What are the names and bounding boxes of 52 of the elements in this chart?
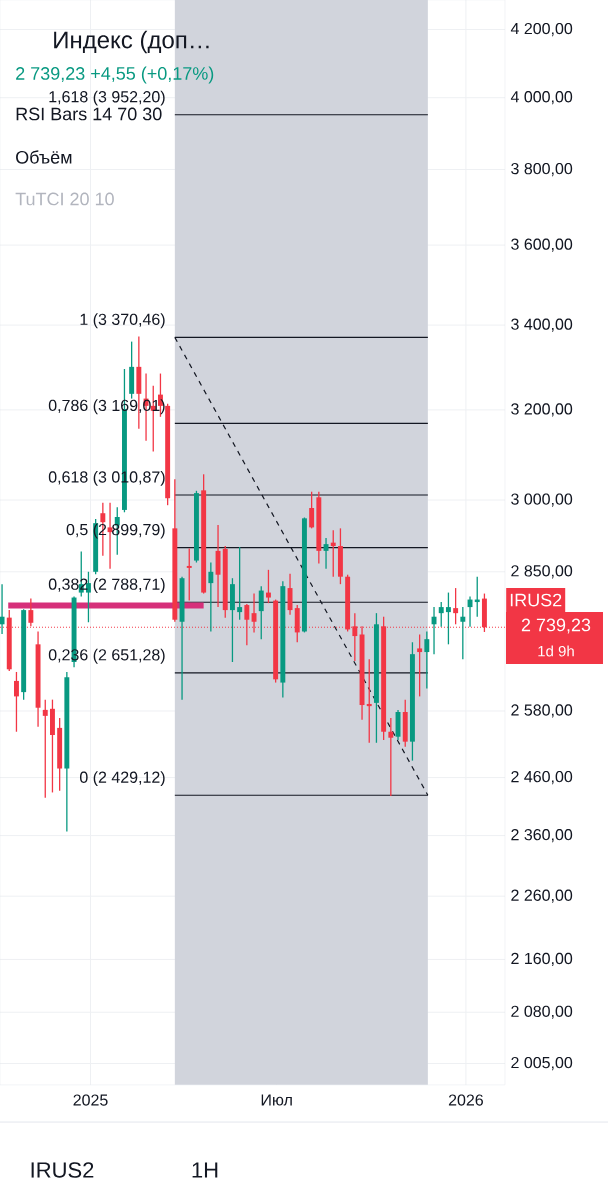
text: 2 739,23	[521, 618, 591, 634]
y-tick-label: 3 800,00	[511, 162, 573, 177]
y-tick-label: 2 360,00	[511, 828, 573, 843]
x-tick-label: 2025	[73, 1094, 108, 1106]
candlestick	[107, 502, 113, 570]
candlestick	[460, 606, 466, 661]
candlestick	[215, 524, 221, 608]
candlestick	[453, 587, 459, 625]
y-tick-label: 2 160,00	[511, 952, 573, 967]
text: 1H	[192, 1162, 218, 1178]
y-tick-label: 3 400,00	[511, 318, 573, 332]
y-tick-label: 2 580,00	[511, 704, 573, 718]
ref-line-label: 1 (3 370,46)	[80, 313, 165, 329]
y-tick-label: 3 000,00	[511, 493, 573, 507]
candlestick	[323, 537, 329, 570]
candlestick	[417, 633, 423, 698]
y-tick-label: 2 080,00	[511, 1005, 573, 1019]
candlestick	[445, 591, 451, 645]
annotation: RSI Bars 14 70 30	[16, 107, 162, 121]
candlestick	[287, 573, 293, 616]
y-tick-label: 2 005,00	[511, 1056, 573, 1071]
candlestick	[186, 547, 192, 602]
text: Индекс (доп…	[54, 30, 209, 54]
candlestick	[42, 698, 48, 799]
y-tick-label: 2 460,00	[511, 770, 573, 785]
candlestick	[309, 491, 315, 529]
candlestick	[424, 630, 430, 690]
candlestick	[388, 717, 394, 797]
annotation: Объём	[16, 150, 72, 164]
text: 2 739,23 +4,55 (+0,17%)	[16, 66, 214, 84]
x-tick-label: 2026	[448, 1094, 483, 1106]
candlestick	[208, 561, 214, 633]
y-tick-label: 3 600,00	[511, 238, 573, 252]
annotation: TuTCI 20 10	[15, 192, 114, 206]
ref-line-label: 0 (2 429,12)	[79, 771, 165, 787]
candlestick	[0, 583, 5, 635]
y-tick-label: 2 850,00	[511, 565, 573, 579]
text: IRUS2	[31, 1162, 94, 1178]
y-tick-label: 3 200,00	[511, 403, 573, 417]
candlestick	[13, 671, 19, 733]
y-tick-label: 4 200,00	[510, 22, 573, 37]
candlestick	[265, 569, 271, 604]
candlestick	[258, 585, 264, 640]
x-tick-label: Июл	[261, 1094, 292, 1106]
ref-line-label: 1,618 (3 952,20)	[49, 90, 165, 106]
y-tick-label: 2 260,00	[511, 889, 573, 903]
text: 1d 9h	[538, 645, 574, 657]
ref-line-label: IRUS2	[510, 593, 562, 607]
candlestick	[237, 546, 243, 621]
candlestick	[366, 658, 372, 744]
candlestick	[438, 601, 444, 628]
y-tick-label: 4 000,00	[510, 91, 573, 105]
